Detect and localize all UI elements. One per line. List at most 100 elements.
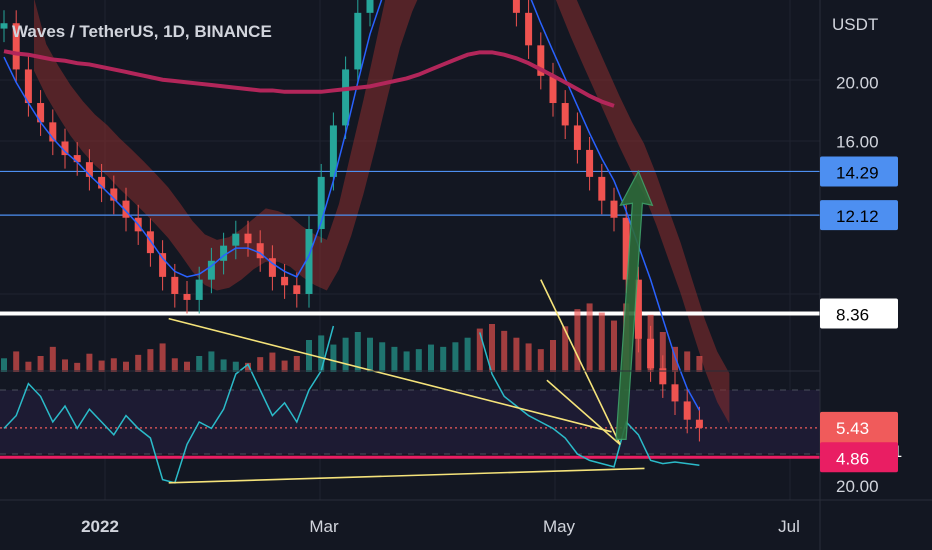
time-tick-3: Jul: [778, 517, 800, 536]
candle-body-54: [659, 368, 667, 385]
candle-body-28: [342, 69, 350, 126]
candle-body-57: [695, 419, 703, 428]
volume-bar-33: [403, 351, 410, 372]
volume-bar-11: [135, 354, 142, 372]
candle-body-16: [195, 279, 203, 300]
ma-line: [3, 49, 615, 108]
time-tick-1: Mar: [309, 517, 339, 536]
volume-bar-2: [25, 361, 32, 372]
volume-bar-22: [269, 352, 276, 372]
price-tag-label-3: 5.43: [836, 419, 869, 438]
volume-bar-27: [330, 344, 337, 372]
price-tag-bg-4: [820, 442, 898, 473]
volume-bar-5: [62, 359, 68, 372]
volume-bar-16: [196, 356, 203, 372]
volume-bar-55: [672, 346, 678, 372]
price-tag-bg-1: [820, 200, 898, 231]
candle-body-22: [268, 258, 276, 277]
volume-bar-15: [184, 361, 190, 372]
volume-bar-1: [13, 351, 20, 372]
support-resistance-levels: [0, 170, 820, 459]
volume-bar-30: [367, 337, 373, 372]
candle-body-7: [85, 162, 93, 177]
candle-body-19: [232, 233, 240, 246]
candle-body-26: [317, 176, 325, 230]
ema-line: [3, 0, 701, 411]
candle-body-17: [207, 260, 215, 280]
candle-body-30: [366, 0, 374, 13]
volume-bar-13: [159, 343, 166, 372]
volume-bar-14: [171, 358, 178, 372]
trendlines: [168, 169, 654, 446]
volume-bar-29: [354, 332, 361, 372]
volume-bar-3: [37, 356, 44, 372]
candle-body-5: [61, 141, 69, 156]
volume-bar-9: [110, 358, 117, 372]
candle-body-4: [49, 122, 57, 142]
volume-bar-18: [220, 359, 227, 372]
volume-bar-26: [318, 335, 325, 372]
time-axis[interactable]: 2022 Mar May Jul: [81, 517, 800, 536]
volume-bar-6: [74, 362, 81, 372]
volume-bar-37: [452, 342, 459, 372]
price-tag-label-0: 14.29: [836, 163, 879, 182]
price-tag-label-2: 8.36: [836, 306, 869, 325]
candle-body-48: [586, 149, 594, 177]
candle-body-50: [610, 200, 618, 218]
volume-bar-20: [245, 362, 251, 372]
candle-body-55: [671, 384, 679, 402]
time-tick-2: May: [543, 517, 576, 536]
volume-bar-10: [123, 361, 129, 372]
candle-body-24: [293, 285, 301, 294]
candle-body-21: [256, 243, 264, 259]
candle-body-53: [647, 338, 655, 369]
candles: [0, 0, 703, 442]
candle-body-9: [110, 188, 118, 201]
volume-bar-17: [208, 351, 215, 372]
volume-bar-4: [49, 346, 56, 372]
price-tick-1: 16.00: [836, 133, 879, 152]
candle-body-2: [24, 69, 32, 104]
volume-bar-19: [232, 361, 239, 372]
volume-bar-42: [513, 337, 520, 372]
candle-body-44: [537, 45, 545, 76]
candle-body-12: [146, 231, 154, 254]
candle-body-43: [525, 12, 533, 46]
volume-bar-54: [659, 332, 666, 372]
candle-body-13: [159, 253, 167, 277]
candle-body-0: [0, 23, 8, 29]
volume-bar-0: [1, 358, 7, 372]
candle-body-56: [683, 401, 691, 420]
candle-body-8: [98, 176, 106, 189]
volume-bar-35: [428, 344, 434, 372]
volume-bar-7: [86, 353, 93, 372]
candle-body-14: [171, 276, 179, 294]
currency-label: USDT: [832, 15, 878, 34]
rsi-line-0: [3, 325, 335, 484]
candle-body-49: [598, 176, 606, 201]
candle-body-23: [281, 276, 289, 286]
candle-body-1: [12, 23, 20, 70]
rsi-line-11: [479, 332, 700, 468]
indicator-lines: [3, 0, 701, 411]
projection-arrow: [615, 169, 654, 440]
volume-bar-43: [525, 343, 532, 372]
candle-body-18: [220, 245, 228, 261]
volume-bar-36: [440, 346, 447, 372]
volume-bar-56: [684, 351, 691, 372]
candle-body-45: [549, 75, 557, 104]
volume-bar-28: [342, 337, 349, 372]
candle-body-51: [622, 217, 630, 280]
candle-body-20: [244, 233, 252, 244]
candle-body-3: [37, 103, 45, 123]
candle-body-52: [634, 279, 642, 339]
candle-body-25: [305, 229, 313, 294]
rsi-tick-1: 20.00: [836, 477, 879, 496]
volume-bar-44: [537, 349, 544, 372]
candle-body-29: [354, 12, 362, 70]
time-tick-0: 2022: [81, 517, 119, 536]
rsi-panel: [3, 325, 700, 484]
